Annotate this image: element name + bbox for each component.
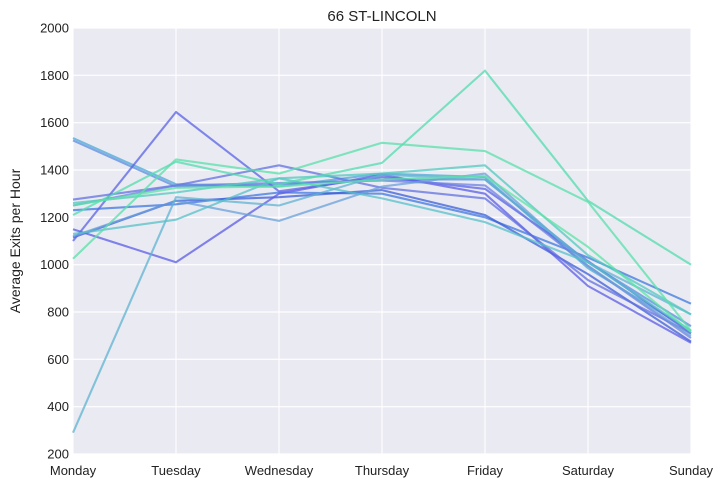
y-tick-label: 1200 [40, 210, 69, 225]
x-tick-label: Wednesday [245, 463, 314, 478]
series-lines [72, 69, 692, 434]
y-tick-label: 400 [47, 399, 69, 414]
series-line-11 [72, 177, 692, 332]
y-tick-label: 1600 [40, 115, 69, 130]
x-tick-label: Tuesday [151, 463, 201, 478]
y-tick-label: 1400 [40, 163, 69, 178]
series-line-9 [72, 172, 692, 337]
series-line-15 [72, 174, 692, 333]
series-line-3 [72, 191, 692, 305]
x-tick-label: Thursday [355, 463, 410, 478]
y-tick-label: 1000 [40, 257, 69, 272]
x-tick-label: Sunday [669, 463, 714, 478]
y-axis-label: Average Exits per Hour [7, 168, 23, 313]
x-tick-label: Monday [50, 463, 97, 478]
y-tick-label: 1800 [40, 68, 69, 83]
chart-title: 66 ST-LINCOLN [327, 8, 436, 25]
y-tick-label: 200 [47, 447, 69, 462]
x-tick-label: Saturday [562, 463, 615, 478]
y-tick-labels: 200 400 600 800 1000 1200 1400 1600 1800 2000 [40, 21, 69, 462]
series-line-14 [72, 141, 692, 332]
series-line-12 [72, 164, 692, 316]
y-tick-label: 800 [47, 305, 69, 320]
y-tick-label: 2000 [40, 21, 69, 36]
x-tick-label: Friday [467, 463, 504, 478]
y-tick-label: 600 [47, 352, 69, 367]
x-tick-labels: Monday Tuesday Wednesday Thursday Friday Satu… [50, 463, 714, 478]
